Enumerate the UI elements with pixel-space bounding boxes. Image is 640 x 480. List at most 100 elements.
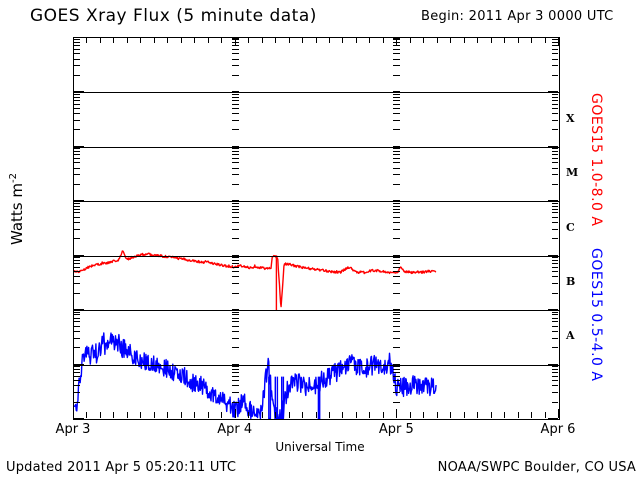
x-minor-tick [504,412,505,418]
y-minor-tick [74,263,80,264]
day-boundary-tick [232,217,239,218]
x-minor-tick [531,37,532,43]
x-minor-tick [127,412,128,418]
day-boundary-tick [232,314,239,315]
day-boundary-tick [232,238,239,239]
y-minor-tick [74,372,80,373]
y-minor-tick [74,283,80,284]
day-boundary-tick [232,158,239,159]
flare-class-label: B [566,274,576,288]
y-minor-tick [552,113,558,114]
day-boundary-tick [232,94,239,95]
x-minor-tick [477,37,478,43]
y-minor-tick [552,168,558,169]
day-boundary-tick [393,376,400,377]
y-minor-tick [74,120,80,121]
day-boundary-tick [393,314,400,315]
y-minor-tick [74,338,80,339]
x-minor-tick [167,412,168,418]
x-minor-tick [140,412,141,418]
day-boundary-tick [393,108,400,109]
y-axis-label-text: Watts m [8,182,26,246]
day-boundary-tick [393,309,400,311]
day-boundary-tick [393,104,400,105]
x-minor-tick [464,412,465,418]
y-minor-tick [552,392,558,393]
day-boundary-tick [232,100,239,101]
x-minor-tick [518,412,519,418]
x-minor-tick [100,37,101,43]
x-minor-tick [383,37,384,43]
y-minor-tick [74,158,80,159]
day-boundary-tick [393,65,400,66]
y-major-tick [548,91,558,92]
day-boundary-tick [232,392,239,393]
day-boundary-tick [393,271,400,272]
x-major-tick [396,37,397,46]
y-minor-tick [552,402,558,403]
y-minor-tick [552,42,558,43]
day-boundary-tick [393,392,400,393]
y-minor-tick [74,75,80,76]
day-boundary-tick [232,53,239,54]
y-minor-tick [74,271,80,272]
y-major-tick [74,200,84,201]
day-boundary-tick [232,146,239,148]
y-minor-tick [74,380,80,381]
x-minor-tick [329,412,330,418]
day-boundary-tick [393,331,400,332]
y-minor-tick [74,113,80,114]
y-minor-tick [552,158,558,159]
day-boundary-tick [393,206,400,207]
y-minor-tick [552,53,558,54]
flare-class-label: X [566,111,575,125]
x-minor-tick [113,37,114,43]
day-boundary-tick [232,49,239,50]
day-boundary-tick [232,203,239,204]
y-minor-tick [552,108,558,109]
y-minor-tick [552,209,558,210]
updated-timestamp: Updated 2011 Apr 5 05:20:11 UTC [6,460,237,475]
x-minor-tick [289,412,290,418]
day-boundary-tick [232,104,239,105]
y-minor-tick [74,129,80,130]
y-minor-tick [552,120,558,121]
day-boundary-tick [393,184,400,185]
day-boundary-tick [393,222,400,223]
y-minor-tick [74,148,80,149]
day-boundary-tick [232,312,239,313]
day-boundary-tick [393,129,400,130]
y-minor-tick [552,162,558,163]
y-minor-tick [552,184,558,185]
x-tick-label: Apr 3 [55,422,91,437]
y-minor-tick [74,203,80,204]
y-axis-label-exponent: -2 [8,173,19,183]
day-boundary-tick [393,154,400,155]
day-boundary-tick [232,385,239,386]
x-minor-tick [477,412,478,418]
y-minor-tick [552,314,558,315]
day-boundary-tick [232,200,239,202]
day-boundary-tick [393,263,400,264]
day-boundary-tick [393,293,400,294]
x-minor-tick [248,37,249,43]
x-minor-tick [208,412,209,418]
y-minor-tick [74,314,80,315]
y-minor-tick [552,271,558,272]
day-boundary-tick [232,331,239,332]
x-minor-tick [342,37,343,43]
day-boundary-tick [232,267,239,268]
y-minor-tick [74,168,80,169]
day-boundary-tick [232,318,239,319]
x-tick-label: Apr 5 [378,422,414,437]
day-boundary-tick [232,366,239,367]
x-major-tick [558,409,559,418]
y-minor-tick [74,45,80,46]
x-minor-tick [275,37,276,43]
day-boundary-tick [232,321,239,322]
day-boundary-tick [393,267,400,268]
y-minor-tick [552,276,558,277]
x-minor-tick [127,37,128,43]
day-boundary-tick [232,257,239,258]
y-minor-tick [552,369,558,370]
